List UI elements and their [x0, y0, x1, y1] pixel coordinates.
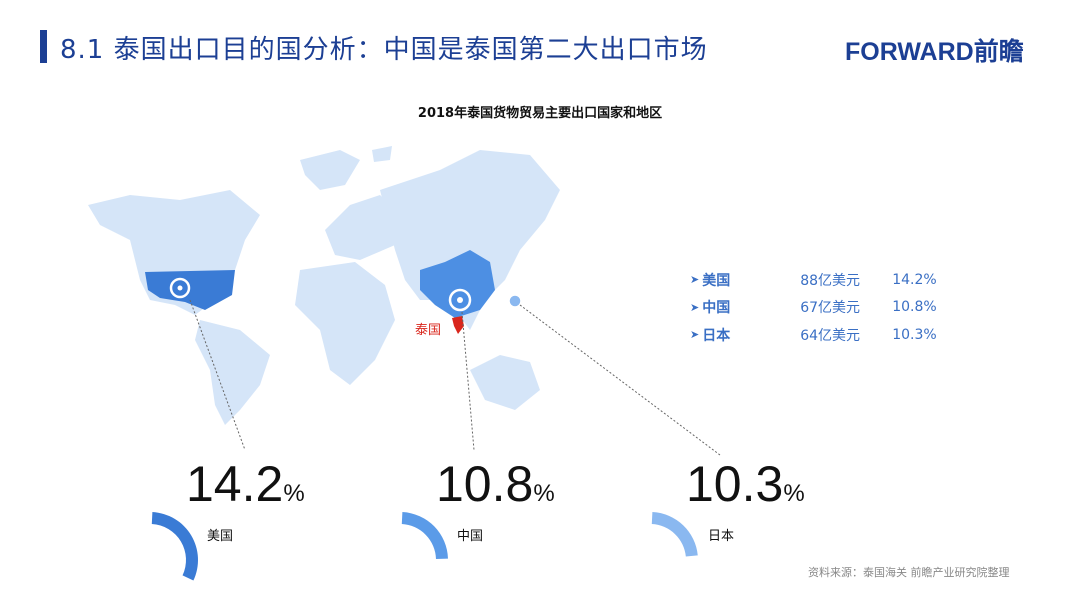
- iceland: [372, 146, 392, 162]
- legend-row: ➤ 美国 88亿美元 14.2%: [690, 271, 937, 289]
- africa: [295, 262, 395, 385]
- stat-china: 10.8%: [436, 456, 555, 512]
- legend: ➤ 美国 88亿美元 14.2% ➤ 中国 67亿美元 10.8% ➤ 日本 64亿美元 10.3…: [690, 266, 937, 349]
- stat-label-japan: 日本: [708, 529, 735, 544]
- stat-usa: 14.2%: [186, 456, 305, 512]
- share-wedge-0: [151, 512, 198, 581]
- share-wedges: [151, 512, 698, 581]
- chart-title: 2018年泰国货物贸易主要出口国家和地区: [417, 106, 663, 121]
- arrow-icon: ➤: [690, 273, 700, 287]
- arrow-icon: ➤: [690, 300, 700, 314]
- greenland: [300, 150, 360, 190]
- legend-row: ➤ 中国 67亿美元 10.8%: [690, 299, 937, 317]
- china-highlight: [420, 250, 495, 318]
- stat-japan: 10.3%: [686, 456, 805, 512]
- legend-row: ➤ 日本 64亿美元 10.3%: [690, 326, 937, 344]
- logo: FORWARD前瞻: [845, 38, 1024, 66]
- australia: [470, 355, 540, 410]
- stat-label-china: 中国: [457, 529, 484, 544]
- source-note: 资料来源：泰国海关 前瞻产业研究院整理: [808, 566, 1010, 579]
- europe: [325, 195, 400, 260]
- page-title: 8.1 泰国出口目的国分析：中国是泰国第二大出口市场: [60, 35, 708, 65]
- thailand-highlight: [452, 316, 464, 334]
- south-america: [195, 320, 270, 425]
- leader-lines: [189, 299, 721, 456]
- pin-china-icon: [448, 288, 472, 312]
- title-accent-bar: [40, 30, 47, 63]
- thailand-label: 泰国: [415, 323, 441, 338]
- stat-label-usa: 美国: [207, 529, 234, 544]
- arrow-icon: ➤: [690, 328, 700, 342]
- pin-usa-icon: [169, 277, 191, 299]
- pin-japan-icon: [508, 294, 522, 308]
- share-wedge-1: [401, 512, 448, 559]
- share-wedge-2: [651, 512, 698, 557]
